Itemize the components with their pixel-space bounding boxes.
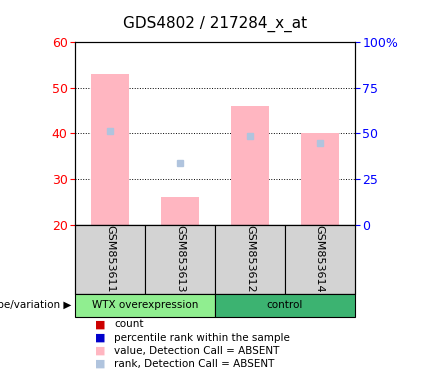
Text: GSM853613: GSM853613 xyxy=(175,225,185,293)
Bar xyxy=(161,197,199,225)
Text: ■: ■ xyxy=(95,333,105,343)
Bar xyxy=(231,106,269,225)
Text: count: count xyxy=(114,319,144,329)
Text: GSM853612: GSM853612 xyxy=(245,225,255,293)
Bar xyxy=(145,225,215,294)
Bar xyxy=(75,225,145,294)
Text: control: control xyxy=(267,300,303,310)
Bar xyxy=(91,74,129,225)
Bar xyxy=(75,294,215,317)
Bar xyxy=(215,225,285,294)
Text: genotype/variation ▶: genotype/variation ▶ xyxy=(0,300,71,310)
Text: value, Detection Call = ABSENT: value, Detection Call = ABSENT xyxy=(114,346,280,356)
Text: WTX overexpression: WTX overexpression xyxy=(92,300,198,310)
Text: ■: ■ xyxy=(95,346,105,356)
Bar xyxy=(285,225,355,294)
Text: rank, Detection Call = ABSENT: rank, Detection Call = ABSENT xyxy=(114,359,274,369)
Text: GDS4802 / 217284_x_at: GDS4802 / 217284_x_at xyxy=(123,15,307,31)
Text: GSM853614: GSM853614 xyxy=(315,225,325,293)
Bar xyxy=(301,134,339,225)
Text: ■: ■ xyxy=(95,319,105,329)
Bar xyxy=(215,294,355,317)
Text: ■: ■ xyxy=(95,359,105,369)
Text: GSM853611: GSM853611 xyxy=(105,225,115,293)
Text: percentile rank within the sample: percentile rank within the sample xyxy=(114,333,290,343)
